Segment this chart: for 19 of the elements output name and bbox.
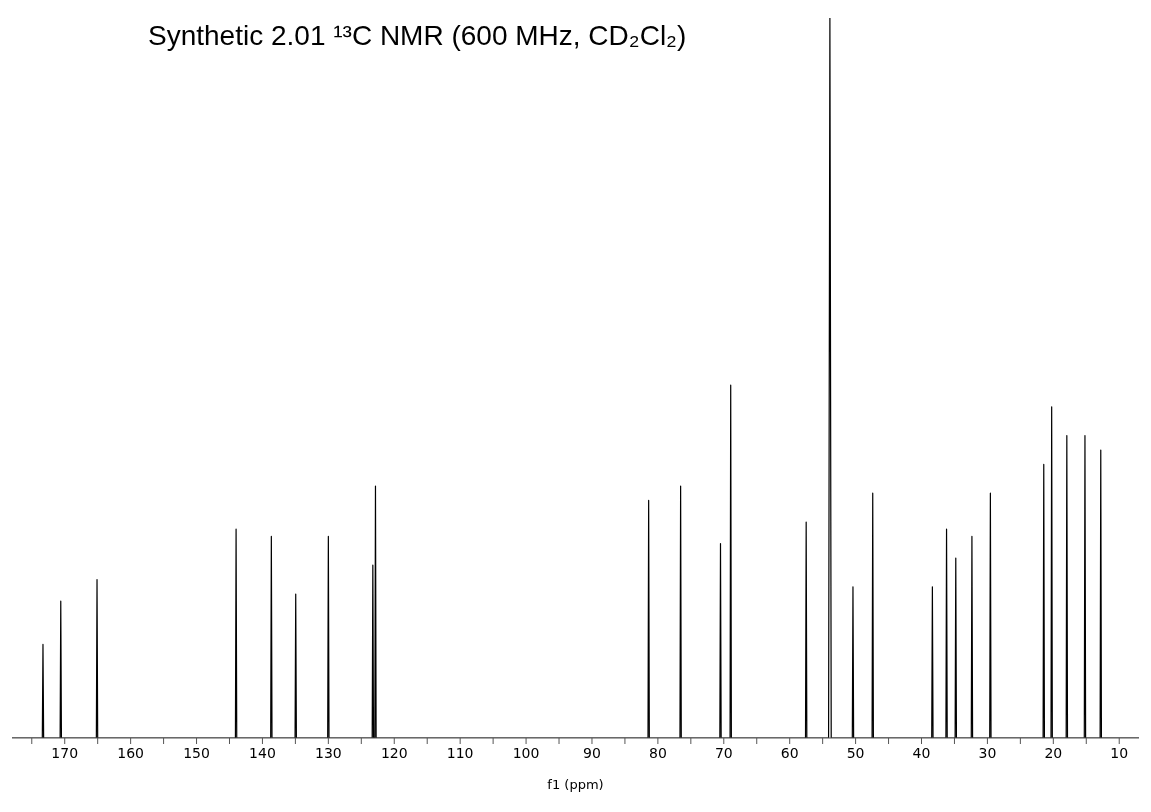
x-tick-label: 130 — [314, 745, 342, 761]
x-axis-title: f1 (ppm) — [547, 777, 604, 792]
x-tick-label: 70 — [714, 745, 733, 761]
x-tick-label: 100 — [512, 745, 540, 761]
x-tick-label: 30 — [978, 745, 997, 761]
x-tick-label: 90 — [583, 745, 601, 761]
x-tick-label: 170 — [51, 745, 79, 761]
x-tick-label: 150 — [183, 745, 210, 761]
x-tick-label: 50 — [846, 745, 865, 761]
x-tick-label: 40 — [912, 745, 931, 761]
x-tick-label: 80 — [648, 745, 667, 761]
x-tick-label: 60 — [780, 745, 799, 761]
x-tick-label: 110 — [446, 745, 474, 761]
x-tick-label: 160 — [117, 745, 144, 761]
x-tick-label: 140 — [249, 745, 276, 761]
x-tick-label: 10 — [1110, 745, 1129, 761]
chart-title: Synthetic 2.01 ¹³C NMR (600 MHz, CD₂Cl₂) — [148, 20, 687, 52]
x-tick-label: 120 — [380, 745, 408, 761]
x-tick-label: 20 — [1044, 745, 1063, 761]
